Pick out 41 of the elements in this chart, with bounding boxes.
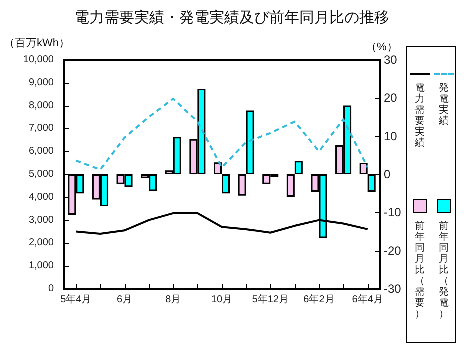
y-tick-label: 6,000 (28, 146, 54, 158)
legend-label: 電力需要実績 (415, 83, 425, 149)
bar (214, 162, 222, 174)
text: 前年同月比（需要） (415, 221, 425, 320)
y2-tick-label: 20 (384, 91, 398, 106)
bar (286, 174, 295, 198)
bar (238, 174, 246, 196)
text: 前年同月比（発電） (439, 221, 449, 320)
bar (360, 163, 368, 174)
y2-tick-label: -20 (384, 244, 402, 258)
y2-axis-title: （%） (366, 42, 398, 54)
x-tick-label: 6年2月 (304, 294, 335, 306)
x-tick-label: 6月 (116, 294, 133, 306)
y-tick-label: 0 (48, 284, 54, 294)
y2-tick-label: 30 (384, 53, 398, 67)
bar (246, 110, 254, 174)
chart-title: 電力需要実績・発電実績及び前年同月比の推移 (74, 8, 390, 26)
x-tick-label: 5年12月 (252, 294, 289, 306)
y-tick-label: 10,000 (23, 54, 54, 66)
bar (368, 174, 376, 192)
y-tick-label: 7,000 (28, 123, 54, 134)
y-axis-title: （百万kWh） (4, 38, 70, 50)
legend-label: 発電実績 (439, 83, 449, 127)
x-tick-label: 5年4月 (60, 294, 92, 306)
y2-tick-label: 10 (384, 129, 398, 144)
x-tick-label: 10月 (211, 294, 233, 306)
y-tick-label: 9,000 (28, 77, 54, 88)
y2-tick-label: -10 (384, 206, 402, 220)
y2-tick-label: -30 (384, 282, 402, 296)
line-series (75, 98, 369, 171)
x-tick-label: 6年4月 (352, 294, 384, 306)
y-tick-label: 8,000 (28, 100, 54, 112)
y-tick-label: 2,000 (28, 238, 54, 249)
y-tick-label: 5,000 (28, 169, 54, 180)
bar (294, 161, 303, 174)
y2-tick-label: 0 (384, 168, 391, 182)
x-tick-label: 8月 (166, 294, 182, 306)
y-tick-label: 4,000 (28, 192, 54, 203)
y-tick-label: 1,000 (28, 260, 54, 272)
bar (222, 174, 230, 194)
y-tick-label: 3,000 (28, 214, 54, 226)
